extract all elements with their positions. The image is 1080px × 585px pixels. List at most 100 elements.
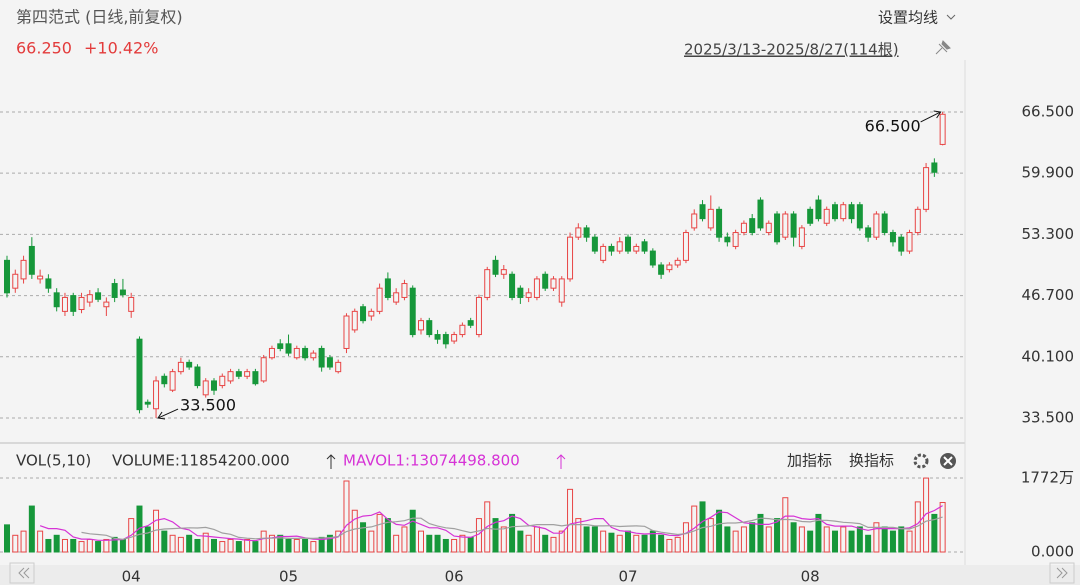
candle-body [798, 227, 805, 247]
arrow-icon [556, 454, 566, 469]
volume-bar [666, 538, 673, 553]
x-tick-label: 05 [279, 568, 298, 585]
candle-body [575, 227, 582, 238]
candle-body [616, 241, 623, 252]
volume-bar [567, 488, 574, 553]
candle-body [302, 347, 309, 359]
volume-bar [757, 513, 764, 553]
gear-icon[interactable] [913, 453, 929, 469]
candle-body [865, 227, 872, 238]
mavol-line [81, 516, 943, 540]
volume-bar [136, 505, 143, 553]
candle-body [368, 310, 375, 317]
scroll-left[interactable] [9, 562, 35, 584]
volume-bar [724, 526, 731, 553]
y-tick-label: 59.900 [1022, 164, 1075, 182]
mavol-line [39, 505, 943, 542]
volume-bar [393, 534, 400, 553]
scroll-right[interactable] [1049, 562, 1075, 584]
volume-bar [848, 530, 855, 553]
volume-bar [682, 522, 689, 553]
candle-body [832, 204, 838, 220]
candle-body [591, 236, 598, 252]
volume-bar [790, 522, 797, 553]
volume-bar [881, 526, 888, 553]
annotation: 66.500 [865, 116, 921, 135]
candle-body [740, 222, 747, 234]
candle-body [177, 361, 184, 373]
candle-body [268, 347, 275, 359]
candle-body [889, 232, 896, 243]
change: +10.42% [84, 39, 158, 58]
volume-bar [268, 534, 275, 553]
add-indicator[interactable]: 加指标 [787, 452, 832, 470]
volume-bar [509, 513, 516, 553]
volume-bar [583, 526, 590, 553]
volume-bar [28, 505, 35, 553]
candle-body [235, 371, 242, 377]
volume-bar [923, 477, 930, 553]
candle-body [500, 269, 507, 275]
y-tick-label: 0.000 [1031, 543, 1074, 561]
candle-body [244, 371, 251, 377]
volume-bar [658, 534, 665, 553]
volume-bar [244, 538, 251, 553]
candle-body [393, 292, 400, 303]
candle-body [666, 264, 673, 271]
candle-body [807, 208, 814, 224]
volume-bar [798, 526, 805, 553]
candle-body [765, 222, 772, 234]
candle-body [343, 315, 350, 349]
candle-body [401, 283, 408, 298]
volume-bar [873, 522, 880, 553]
scroll-bar [0, 565, 1080, 585]
candle-body [418, 320, 424, 331]
volume-bar [451, 538, 458, 553]
candle-body [625, 236, 631, 252]
candle-body [219, 375, 226, 387]
volume-bar [823, 526, 830, 553]
volume-bar [500, 526, 507, 553]
volume-bar [61, 538, 68, 553]
volume-bar [782, 497, 789, 553]
candle-body [533, 278, 540, 298]
volume-bar [368, 530, 375, 553]
candle-body [376, 287, 383, 312]
volume-bar [409, 509, 416, 553]
candle-body [558, 278, 565, 303]
ma-settings[interactable]: 设置均线 [878, 9, 938, 27]
chevron [946, 14, 956, 20]
volume-bar [459, 534, 466, 553]
candle-body [873, 213, 880, 238]
title: 第四范式 (日线,前复权) [16, 8, 183, 27]
indicator-name: VOL(5,10) [16, 452, 91, 470]
volume-bar [674, 536, 681, 553]
candle-body [815, 199, 822, 220]
date-range[interactable]: 2025/3/13-2025/8/27(114根) [684, 41, 899, 59]
candle-body [260, 357, 267, 382]
volume-bar [86, 538, 93, 553]
candle-body [144, 401, 151, 405]
volume-bar [467, 536, 474, 553]
volume-bar [326, 534, 333, 553]
candle-body [931, 162, 938, 173]
volume-bar [95, 541, 102, 553]
pin-icon[interactable] [935, 40, 951, 55]
candle-body [211, 380, 217, 391]
volume-bar [418, 530, 424, 553]
volume-bar [616, 534, 623, 553]
candle-body [194, 366, 201, 387]
candle-body [823, 208, 830, 224]
volume-bar [186, 534, 193, 553]
volume-bar [277, 534, 284, 553]
volume-bar [111, 536, 118, 553]
switch-indicator[interactable]: 换指标 [849, 452, 894, 470]
volume-bar [550, 536, 557, 553]
volume-bar [310, 541, 317, 553]
candle-body [318, 347, 325, 368]
price: 66.250 [16, 39, 72, 58]
candle-body [310, 352, 317, 359]
annotation-arrow [920, 110, 942, 123]
candle-body [724, 236, 731, 243]
